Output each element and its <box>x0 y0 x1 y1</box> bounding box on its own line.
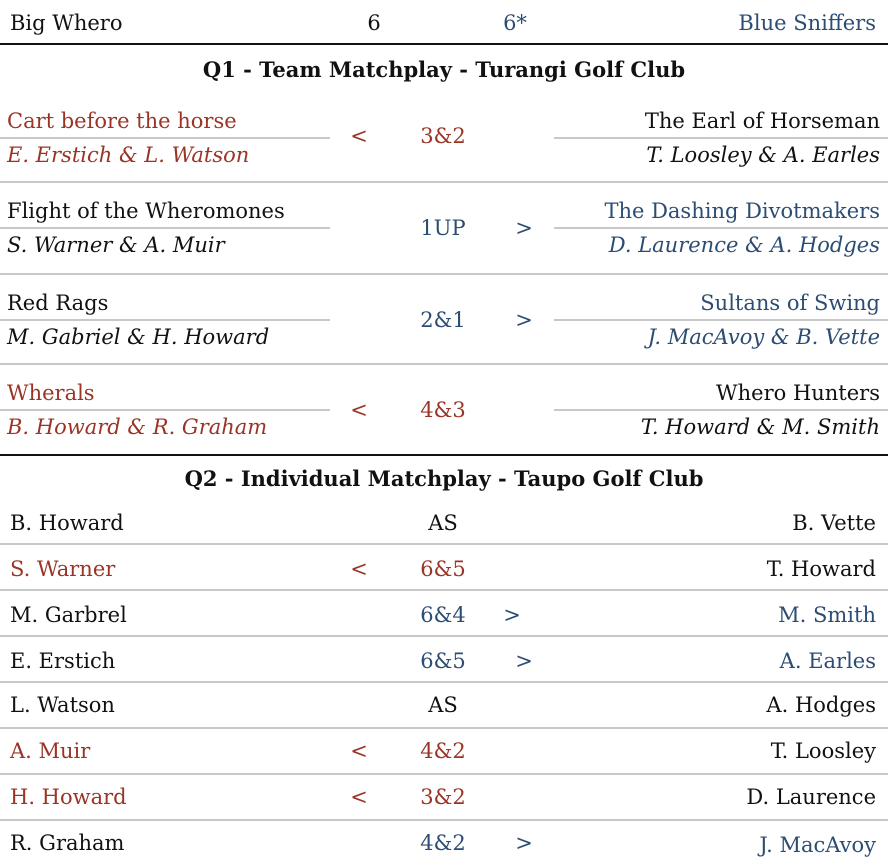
q1-arrow-right: > <box>515 216 533 240</box>
q2-arrow-right: > <box>503 603 521 627</box>
q1-left-players: E. Erstich & L. Watson <box>7 143 250 167</box>
q2-left-player: M. Garbrel <box>10 603 127 627</box>
row-divider <box>0 589 888 591</box>
row-divider <box>0 681 888 683</box>
q1-arrow-left: < <box>350 124 368 148</box>
q2-right-player: A. Earles <box>779 649 876 673</box>
row-divider <box>0 363 888 365</box>
q1-arrow-right: > <box>515 308 533 332</box>
team-a-score: 6 <box>367 11 381 35</box>
q1-right-divider <box>554 227 888 229</box>
q1-left-team: Flight of the Wheromones <box>7 199 285 223</box>
q2-right-player: T. Howard <box>766 557 876 581</box>
q1-right-players: T. Howard & M. Smith <box>640 415 880 439</box>
q2-left-player: S. Warner <box>10 557 116 581</box>
row-divider <box>0 819 888 821</box>
row-divider <box>0 543 888 545</box>
q1-left-team: Red Rags <box>7 291 109 315</box>
row-divider <box>0 773 888 775</box>
q2-result: AS <box>428 511 458 535</box>
q2-left-player: R. Graham <box>10 831 125 855</box>
q2-result: 4&2 <box>420 739 466 763</box>
q1-left-divider <box>0 409 330 411</box>
q1-left-divider <box>0 319 330 321</box>
row-divider <box>0 635 888 637</box>
q1-right-divider <box>554 409 888 411</box>
q1-right-team: Whero Hunters <box>716 381 880 405</box>
q1-right-team: Sultans of Swing <box>700 291 880 315</box>
row-divider <box>0 727 888 729</box>
q2-result: 6&5 <box>420 649 466 673</box>
row-divider <box>0 273 888 275</box>
q1-left-divider <box>0 137 330 139</box>
q1-right-team: The Dashing Divotmakers <box>604 199 880 223</box>
q2-result: 4&2 <box>420 831 466 855</box>
row-divider <box>0 181 888 183</box>
q1-left-divider <box>0 227 330 229</box>
q2-left-player: H. Howard <box>10 785 127 809</box>
q2-arrow-left: < <box>350 739 368 763</box>
q2-right-player: D. Laurence <box>746 785 876 809</box>
q1-left-team: Cart before the horse <box>7 109 237 133</box>
q2-heading: Q2 - Individual Matchplay - Taupo Golf C… <box>184 466 704 491</box>
team-b-score: 6* <box>503 11 527 35</box>
q1-result: 4&3 <box>420 398 466 422</box>
q2-left-player: B. Howard <box>10 511 124 535</box>
q1-right-players: J. MacAvoy & B. Vette <box>647 325 880 349</box>
q2-result: 6&4 <box>420 603 466 627</box>
q2-right-player: J. MacAvoy <box>759 833 876 857</box>
q1-left-players: B. Howard & R. Graham <box>7 415 268 439</box>
q2-left-player: E. Erstich <box>10 649 116 673</box>
q1-result: 2&1 <box>420 308 466 332</box>
q2-arrow-left: < <box>350 557 368 581</box>
q1-left-players: M. Gabriel & H. Howard <box>7 325 270 349</box>
q1-right-team: The Earl of Horseman <box>644 109 880 133</box>
team-b-name: Blue Sniffers <box>738 11 876 35</box>
section-divider <box>0 454 888 456</box>
q2-arrow-right: > <box>515 831 533 855</box>
q2-result: 3&2 <box>420 785 466 809</box>
q2-arrow-right: > <box>515 649 533 673</box>
team-a-name: Big Whero <box>10 11 123 35</box>
q1-heading: Q1 - Team Matchplay - Turangi Golf Club <box>202 57 686 82</box>
q2-left-player: A. Muir <box>10 739 91 763</box>
score-divider <box>0 43 888 45</box>
q1-right-players: D. Laurence & A. Hodges <box>608 233 880 257</box>
q2-right-player: T. Loosley <box>770 739 876 763</box>
q1-result: 1UP <box>420 216 466 240</box>
q2-right-player: M. Smith <box>778 603 876 627</box>
q2-result: 6&5 <box>420 557 466 581</box>
q2-arrow-left: < <box>350 785 368 809</box>
q1-arrow-left: < <box>350 398 368 422</box>
q1-left-team: Wherals <box>7 381 95 405</box>
q1-right-divider <box>554 137 888 139</box>
q1-right-divider <box>554 319 888 321</box>
q2-left-player: L. Watson <box>10 693 115 717</box>
q1-right-players: T. Loosley & A. Earles <box>646 143 880 167</box>
q1-result: 3&2 <box>420 124 466 148</box>
q1-left-players: S. Warner & A. Muir <box>7 233 225 257</box>
q2-right-player: B. Vette <box>792 511 876 535</box>
q2-result: AS <box>428 693 458 717</box>
q2-right-player: A. Hodges <box>766 693 876 717</box>
